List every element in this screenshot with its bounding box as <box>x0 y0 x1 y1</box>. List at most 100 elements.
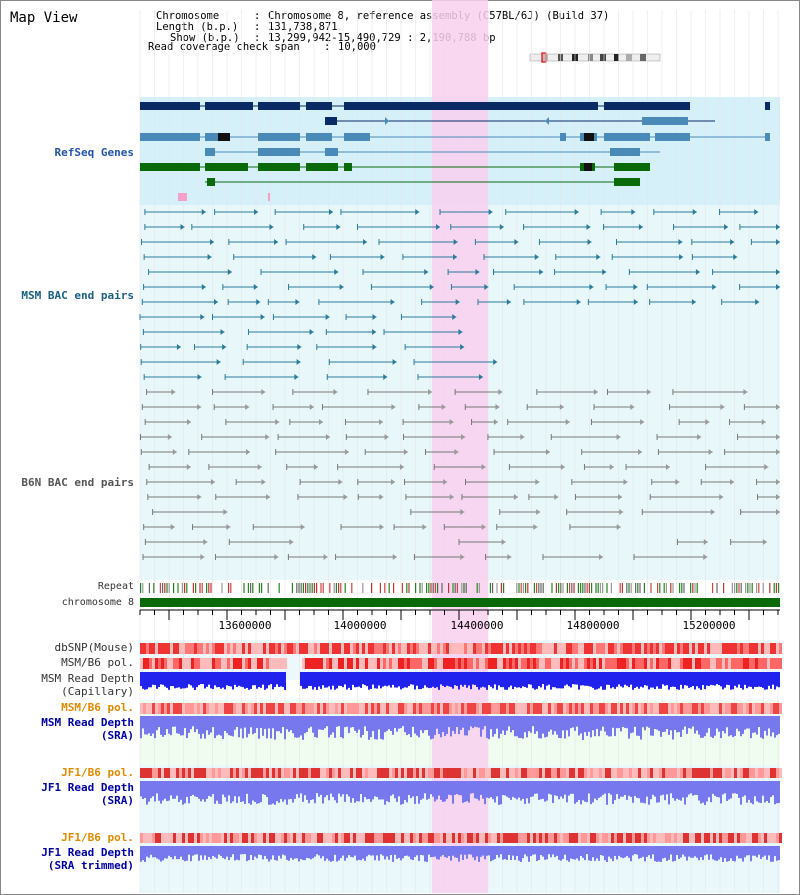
msm-bac-end <box>197 374 202 380</box>
msm-b6-pol2-cell <box>305 703 308 714</box>
msm-b6-pol2-cell <box>644 703 647 714</box>
msm-b6-pol2-cell <box>344 703 347 714</box>
jf1-b6-pol2-cell <box>587 833 590 843</box>
jf1-depth-sra-bar <box>250 781 252 805</box>
msm-depth-cap-bar <box>602 672 604 690</box>
track-label-b6n-bac[interactable]: B6N BAC end pairs <box>21 476 134 489</box>
track-label-jf1-depth-trim[interactable]: JF1 Read Depth <box>41 846 134 859</box>
dbsnp-cell <box>284 643 287 654</box>
track-label-jf1-b6-pol-2[interactable]: JF1/B6 pol. <box>61 831 134 844</box>
msm-b6-pol-cell <box>341 658 344 669</box>
jf1-depth-trim-bar <box>648 846 650 856</box>
msm-b6-pol2-cell <box>488 703 491 714</box>
track-label-msm-bac[interactable]: MSM BAC end pairs <box>21 289 134 302</box>
msm-b6-pol-cell <box>548 658 551 669</box>
track-label-msm-b6-pol-1[interactable]: MSM/B6 pol. <box>61 656 134 669</box>
msm-depth-sra-bar <box>450 716 452 737</box>
jf1-depth-sra-bar <box>650 781 652 800</box>
msm-depth-cap-bar <box>686 672 688 686</box>
jf1-depth-trim-bar <box>746 846 748 856</box>
msm-bac-end <box>638 224 643 230</box>
b6n-bac-end <box>245 404 250 410</box>
msm-depth-sra-bar <box>234 716 236 730</box>
b6n-bac-end <box>616 524 621 530</box>
track-label-msm-depth-sra[interactable]: MSM Read Depth <box>41 716 134 729</box>
msm-b6-pol2-cell <box>158 703 161 714</box>
jf1-depth-sra-bar <box>270 781 272 805</box>
msm-b6-pol2-cell <box>476 703 479 714</box>
jf1-depth-trim-bar <box>206 846 208 860</box>
msm-b6-pol-cell <box>572 658 575 669</box>
jf1-b6-pol-cell <box>296 768 299 778</box>
msm-b6-pol-cell <box>455 658 458 669</box>
track-label-refseq[interactable]: RefSeq Genes <box>54 146 134 159</box>
jf1-b6-pol2-cell <box>665 833 668 843</box>
jf1-depth-sra-bar <box>522 781 524 799</box>
jf1-depth-trim-bar <box>202 846 204 860</box>
msm-b6-pol2-cell <box>779 703 782 714</box>
b6n-bac-end <box>776 479 780 485</box>
msm-depth-cap-bar <box>180 672 182 689</box>
gene-exon <box>207 178 215 186</box>
b6n-bac-end <box>776 434 780 440</box>
dbsnp-cell <box>584 643 587 654</box>
msm-depth-sra-bar <box>724 716 726 734</box>
track-label-dbsnp[interactable]: dbSNP(Mouse) <box>54 641 134 654</box>
jf1-b6-pol-cell <box>206 768 209 778</box>
jf1-depth-trim-bar <box>702 846 704 860</box>
jf1-depth-trim-bar <box>222 846 224 858</box>
jf1-depth-sra-bar <box>654 781 656 797</box>
track-label-msm-b6-pol-2[interactable]: MSM/B6 pol. <box>61 701 134 714</box>
msm-depth-sra-bar <box>778 716 780 734</box>
msm-depth-sra-bar <box>374 716 376 740</box>
dbsnp-cell <box>644 643 647 654</box>
track-label-msm-depth-cap[interactable]: MSM Read Depth <box>41 672 134 685</box>
msm-depth-sra-bar <box>698 716 700 735</box>
msm-b6-pol2-cell <box>473 703 476 714</box>
track-label-repeat[interactable]: Repeat <box>97 581 134 592</box>
jf1-b6-pol-cell <box>779 768 782 778</box>
jf1-depth-sra-bar <box>714 781 716 796</box>
msm-b6-pol2-cell <box>590 703 593 714</box>
jf1-depth-sra-bar <box>546 781 548 801</box>
msm-b6-pol-cell <box>278 658 281 669</box>
repeat-feature <box>199 583 201 593</box>
track-label-jf1-depth-sra[interactable]: JF1 Read Depth <box>41 781 134 794</box>
jf1-depth-trim-bar <box>700 846 702 858</box>
msm-depth-sra-bar <box>618 716 620 729</box>
jf1-b6-pol2-cell <box>455 833 458 843</box>
jf1-depth-sra-bar <box>490 781 492 798</box>
msm-depth-cap-bar <box>308 672 310 686</box>
msm-depth-cap-bar <box>450 672 452 687</box>
jf1-depth-trim-bar <box>172 846 174 860</box>
jf1-depth-trim-bar <box>168 846 170 856</box>
jf1-b6-pol-cell <box>389 768 392 778</box>
msm-depth-sra-bar <box>494 716 496 735</box>
jf1-depth-sra-bar <box>484 781 486 805</box>
jf1-b6-pol-cell <box>329 768 332 778</box>
b6n-bac-end <box>762 539 767 545</box>
jf1-depth-sra-bar <box>268 781 270 805</box>
msm-depth-sra-bar <box>402 716 404 727</box>
msm-b6-pol-cell <box>626 658 629 669</box>
msm-depth-sra-bar <box>162 716 164 737</box>
track-label-jf1-b6-pol-1[interactable]: JF1/B6 pol. <box>61 766 134 779</box>
msm-depth-sra-bar <box>456 716 458 728</box>
msm-b6-pol-cell <box>269 658 272 669</box>
jf1-depth-trim-bar <box>438 846 440 860</box>
jf1-b6-pol2-cell <box>338 833 341 843</box>
repeat-feature <box>663 583 665 593</box>
msm-b6-pol2-cell <box>347 703 350 714</box>
repeat-feature <box>393 583 395 593</box>
track-label-chromosome[interactable]: chromosome 8 <box>61 597 134 608</box>
jf1-b6-pol2-cell <box>290 833 293 843</box>
msm-b6-pol-cell <box>305 658 308 669</box>
dbsnp-cell <box>740 643 743 654</box>
jf1-b6-pol2-cell <box>392 833 395 843</box>
jf1-depth-sra-bar <box>478 781 480 801</box>
msm-depth-cap-bar <box>406 672 408 688</box>
jf1-b6-pol-cell <box>515 768 518 778</box>
jf1-depth-trim-bar <box>422 846 424 856</box>
msm-depth-cap-bar <box>758 672 760 687</box>
